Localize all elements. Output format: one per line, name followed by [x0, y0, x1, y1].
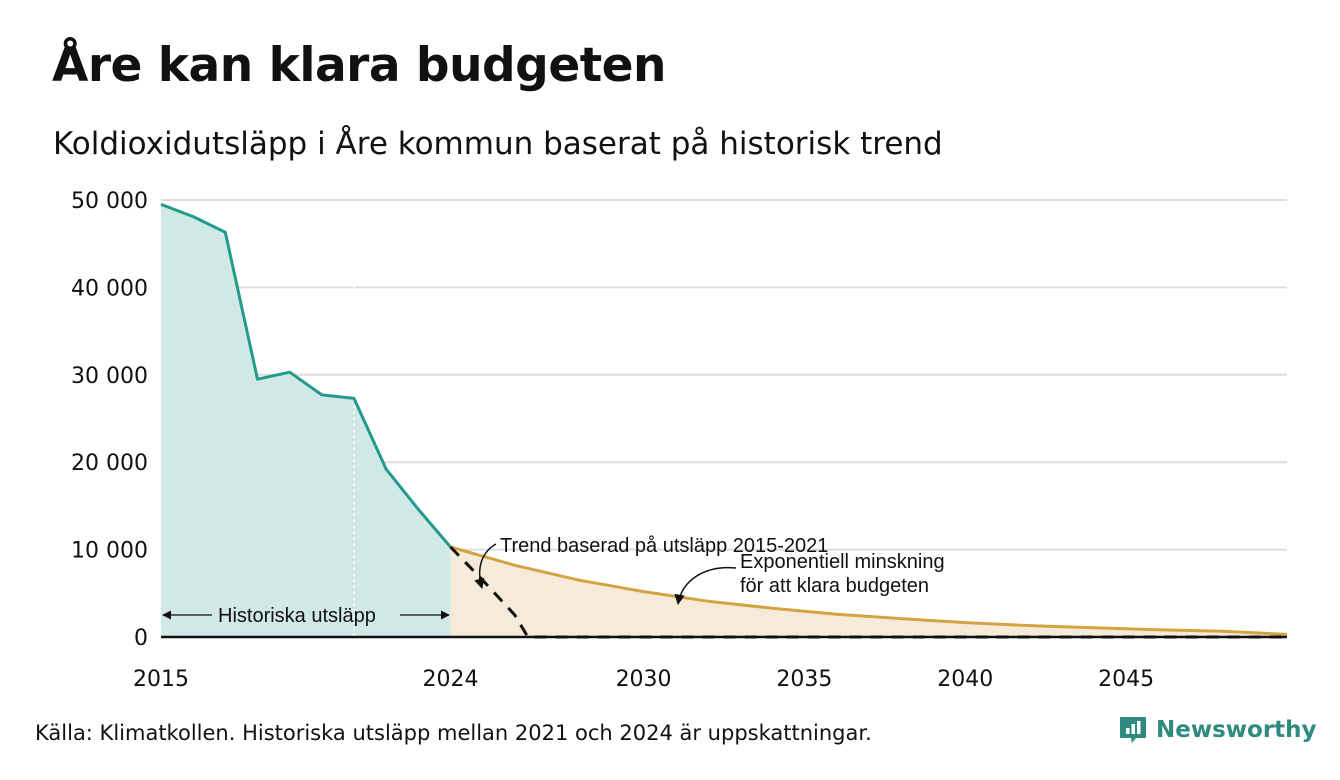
annotation-budget-line1: Exponentiell minskning	[740, 551, 945, 573]
budget-area	[450, 547, 1287, 637]
trend-arrow	[474, 543, 497, 590]
x-tick-label-2040: 2040	[937, 667, 993, 692]
area-fills	[161, 204, 1287, 637]
brand-logo[interactable]: Newsworthy	[1118, 712, 1317, 748]
emissions-chart: 0 10 000 20 000 30 000 40 000 50 000 2015 2024…	[71, 189, 1288, 692]
x-tick-label-2030: 2030	[616, 667, 672, 692]
chart-title: Åre kan klara budgeten	[52, 38, 667, 93]
y-axis-ticks: 0 10 000 20 000 30 000 40 000 50 000	[71, 189, 148, 651]
x-tick-label-2024: 2024	[423, 667, 479, 692]
y-tick-label-20000: 20 000	[71, 451, 148, 476]
historical-area	[161, 204, 451, 637]
source-note: Källa: Klimatkollen. Historiska utsläpp …	[35, 721, 872, 745]
y-tick-label-50000: 50 000	[71, 189, 148, 214]
x-tick-label-2045: 2045	[1098, 667, 1154, 692]
y-tick-label-30000: 30 000	[71, 364, 148, 389]
historical-line	[160, 202, 452, 548]
annotation-trend: Trend baserad på utsläpp 2015-2021	[500, 535, 828, 557]
x-tick-label-2035: 2035	[776, 667, 832, 692]
y-tick-label-40000: 40 000	[71, 276, 148, 301]
annotations: Historiska utsläpp Trend baserad på utsl…	[162, 535, 945, 627]
y-tick-label-0: 0	[134, 626, 148, 651]
newsworthy-logo-icon	[1120, 717, 1146, 743]
budget-line	[450, 545, 1288, 636]
y-tick-label-10000: 10 000	[71, 539, 148, 564]
budget-arrow	[674, 566, 737, 606]
x-axis-ticks: 2015 2024 2030 2035 2040 2045	[133, 667, 1154, 692]
annotation-historiska: Historiska utsläpp	[218, 605, 376, 627]
brand-name: Newsworthy	[1156, 717, 1317, 743]
x-tick-label-2015: 2015	[133, 667, 189, 692]
chart-subtitle: Koldioxidutsläpp i Åre kommun baserat på…	[53, 126, 943, 162]
annotation-budget-line2: för att klara budgeten	[740, 575, 929, 597]
